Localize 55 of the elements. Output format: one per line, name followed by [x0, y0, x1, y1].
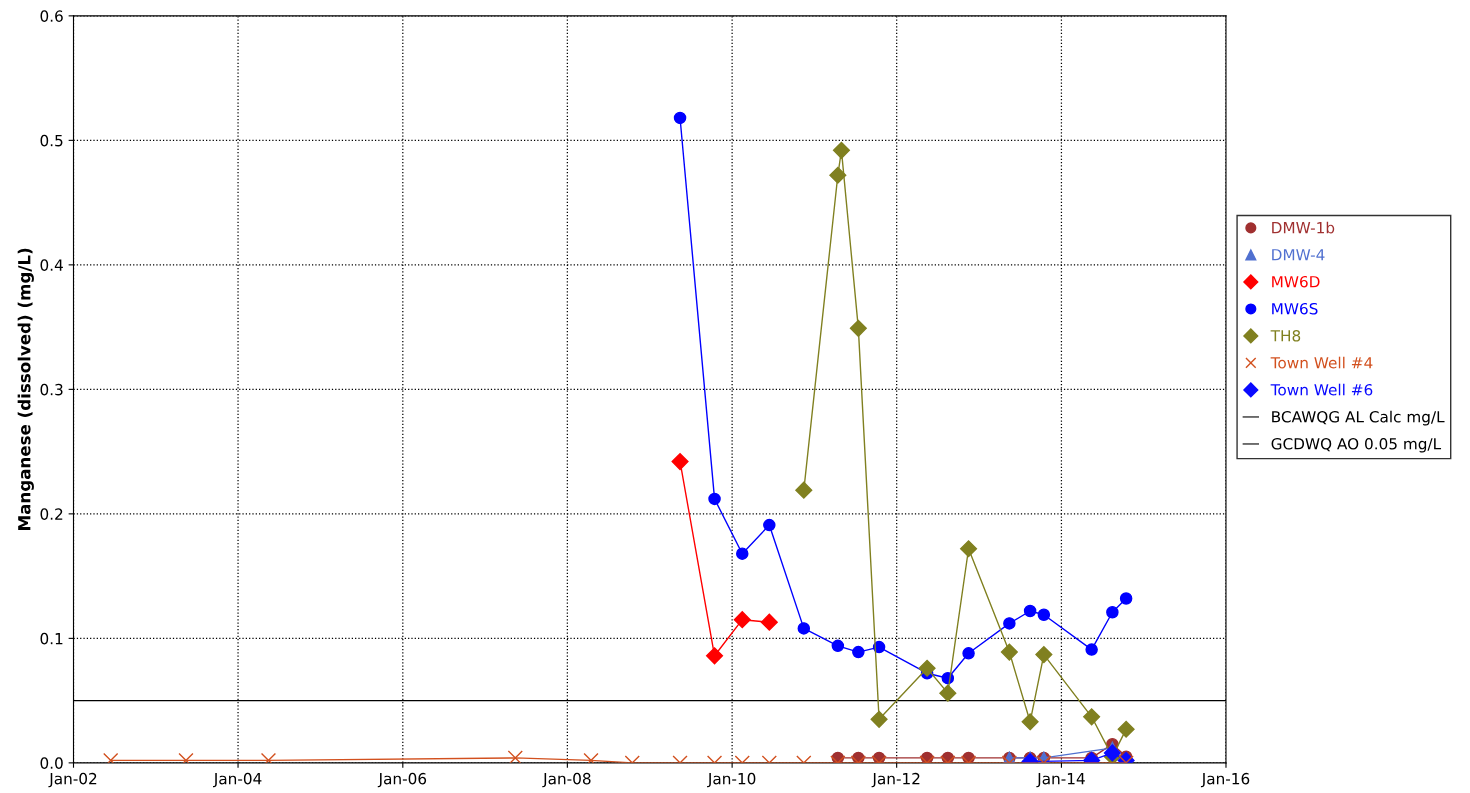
- point: [870, 710, 888, 728]
- point: [1085, 643, 1098, 656]
- point: [1119, 592, 1133, 605]
- point: [939, 684, 957, 702]
- point: [1117, 720, 1135, 738]
- x-tick-label: Jan-14: [1036, 773, 1085, 788]
- legend-label: MW6S: [1272, 302, 1318, 315]
- legend-label: TH8: [1270, 329, 1301, 342]
- point: [1000, 643, 1018, 661]
- x-tick-label: Jan-08: [542, 772, 591, 788]
- x-tick-label: Jan-02: [48, 772, 97, 788]
- y-tick-label: 0.1: [40, 632, 63, 645]
- point: [1083, 708, 1101, 726]
- point: [852, 645, 865, 659]
- legend-label: MW6D: [1272, 275, 1320, 288]
- x-tick-label: Jan-16: [1200, 772, 1250, 788]
- point: [1021, 713, 1039, 731]
- point: [1035, 645, 1053, 664]
- x-tick-label: Jan-10: [707, 772, 756, 788]
- point: [918, 659, 936, 677]
- point: [736, 547, 749, 560]
- point: [1037, 608, 1051, 621]
- y-tick-label: 0.4: [40, 259, 63, 271]
- y-tick-label: 0.3: [40, 383, 63, 396]
- point: [795, 481, 813, 499]
- point: [797, 622, 811, 635]
- point: [507, 750, 523, 763]
- legend-label: DMW-4: [1272, 249, 1325, 261]
- point: [831, 639, 845, 653]
- y-axis-title: Manganese (dissolved) (mg/L): [17, 248, 34, 530]
- y-tick-label: 0.5: [40, 134, 63, 147]
- point: [1023, 604, 1037, 618]
- point: [708, 492, 721, 506]
- legend-label: DMW-1b: [1272, 221, 1335, 234]
- point: [1106, 605, 1119, 619]
- point: [962, 647, 975, 660]
- legend-label: BCAWQG AL Calc mg/L: [1272, 410, 1445, 426]
- x-tick-label: Jan-04: [213, 772, 262, 788]
- point: [733, 611, 751, 629]
- point: [673, 111, 687, 125]
- legend-label: GCDWQ AO 0.05 mg/L: [1271, 437, 1442, 453]
- point: [705, 647, 724, 665]
- point: [671, 453, 689, 471]
- legend-label: Town Well #4: [1270, 356, 1373, 369]
- point: [763, 518, 776, 532]
- y-tick-label: 0.6: [40, 10, 63, 22]
- x-tick-label: Jan-06: [377, 772, 427, 788]
- legend-label: Town Well #6: [1270, 383, 1373, 396]
- point: [849, 319, 867, 337]
- point: [1003, 617, 1016, 630]
- point: [760, 613, 778, 631]
- x-tick-label: Jan-12: [871, 772, 920, 788]
- y-tick-label: 0.2: [40, 508, 63, 520]
- point: [960, 540, 978, 558]
- y-tick-label: 0.0: [40, 757, 63, 769]
